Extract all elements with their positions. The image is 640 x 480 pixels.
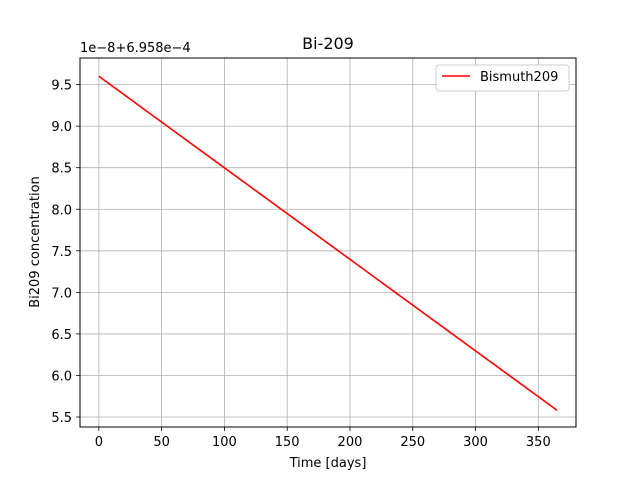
legend-label-bismuth209: Bismuth209 <box>480 70 558 85</box>
chart-title: Bi-209 <box>302 34 354 53</box>
legend-box <box>435 64 570 92</box>
x-tick-label: 200 <box>338 435 363 450</box>
y-tick-label: 5.5 <box>51 411 72 426</box>
x-tick-label: 0 <box>95 435 103 450</box>
y-tick-label: 6.0 <box>51 369 72 384</box>
plot-frame <box>79 57 577 428</box>
y-tick-label: 9.5 <box>51 79 72 94</box>
ticks: 0 50 100 150 200 250 300 350 5.5 6.0 6.5 7.0 7.5 8.0 8… <box>51 79 550 450</box>
y-offset-text: 1e−8+6.958e−4 <box>80 41 191 56</box>
x-tick-label: 250 <box>400 435 425 450</box>
series-layer <box>98 75 558 412</box>
y-axis-label: Bi209 concentration <box>28 176 43 308</box>
x-tick-label: 300 <box>463 435 488 450</box>
y-tick-label: 8.5 <box>51 162 72 177</box>
y-tick-label: 8.0 <box>51 203 72 218</box>
legend: Bismuth209 <box>435 64 570 92</box>
x-axis-label: Time [days] <box>289 456 367 471</box>
y-tick-label: 7.5 <box>51 245 72 260</box>
y-tick-label: 7.0 <box>51 286 72 301</box>
series-line-bismuth209 <box>98 75 558 412</box>
x-tick-label: 50 <box>153 435 170 450</box>
x-tick-label: 350 <box>526 435 551 450</box>
x-tick-label: 150 <box>275 435 300 450</box>
grid <box>80 58 576 427</box>
y-tick-label: 9.0 <box>51 120 72 135</box>
x-tick-label: 100 <box>212 435 237 450</box>
y-tick-label: 6.5 <box>51 328 72 343</box>
